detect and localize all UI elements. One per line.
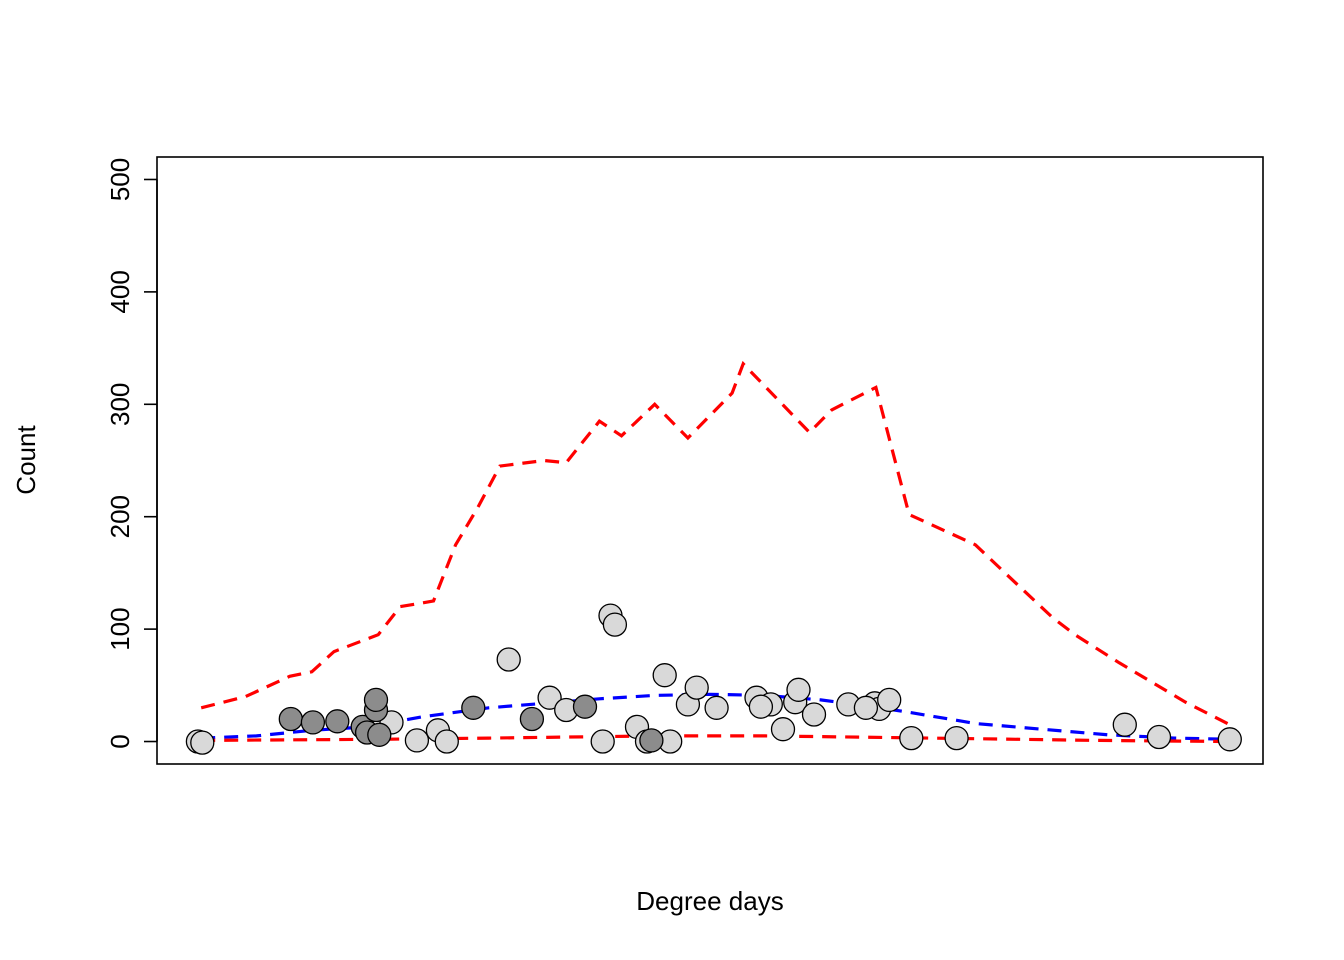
data-point-light: [801, 702, 827, 727]
data-point-light: [1112, 712, 1137, 737]
data-point-light: [537, 685, 562, 710]
data-point-light: [652, 663, 677, 688]
data-point-light: [704, 695, 729, 720]
data-point-dark: [367, 722, 392, 747]
data-point-dark: [278, 706, 303, 732]
data-point-dark: [325, 709, 350, 734]
data-point-light: [602, 612, 628, 637]
data-point-light: [190, 730, 215, 755]
data-point-light: [748, 694, 774, 719]
line-lower: [201, 734, 1230, 744]
data-point-light: [853, 695, 879, 720]
data-point-light: [496, 647, 521, 672]
y-axis: 0 100 200 300 400 500: [105, 158, 158, 749]
data-point-light: [877, 687, 902, 713]
data-point-dark: [572, 694, 598, 719]
y-tick-label: 100: [105, 607, 135, 650]
x-axis-label: Degree days: [636, 886, 783, 916]
y-tick-label: 200: [105, 495, 135, 538]
data-point-light: [404, 728, 430, 753]
data-point-dark: [461, 695, 486, 720]
data-point-dark: [519, 706, 545, 732]
data-point-light: [1217, 727, 1242, 752]
data-point-light: [684, 675, 709, 700]
data-points: [185, 603, 1242, 755]
data-point-light: [434, 729, 459, 754]
data-point-light: [1146, 724, 1172, 750]
data-point-light: [770, 717, 796, 742]
y-axis-label: Count: [11, 425, 41, 495]
series-lines: [200, 360, 1231, 744]
plot-frame: [156, 156, 1264, 765]
data-point-light: [899, 725, 924, 751]
y-tick-label: 500: [105, 158, 135, 201]
y-tick-label: 400: [105, 270, 135, 313]
data-point-light: [944, 725, 969, 751]
data-point-dark: [363, 687, 389, 713]
data-point-dark: [639, 728, 664, 753]
data-point-light: [590, 729, 615, 754]
y-tick-label: 300: [105, 383, 135, 426]
data-point-light: [786, 677, 811, 702]
data-point-dark: [300, 710, 326, 735]
y-tick-label: 0: [105, 734, 135, 748]
line-upper: [200, 360, 1231, 727]
